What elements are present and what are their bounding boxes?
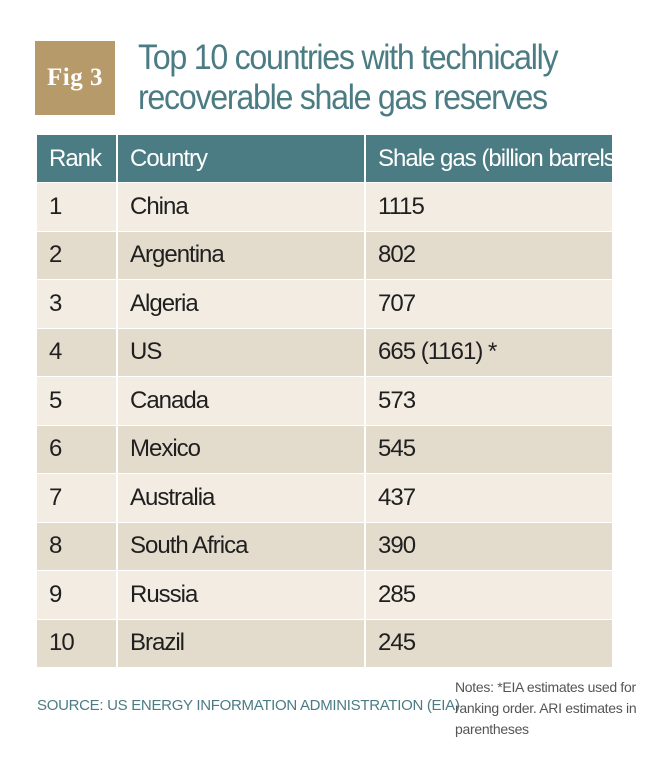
- shale-gas-cell: 802: [364, 230, 612, 280]
- country-cell: South Africa: [116, 521, 365, 571]
- rank-cell: 1: [37, 182, 117, 231]
- title-line-2: recoverable shale gas reserves: [138, 78, 548, 117]
- rank-cell: 2: [37, 230, 117, 280]
- shale-gas-cell: 573: [364, 376, 612, 425]
- table-row: 1 China 1115: [37, 182, 612, 231]
- shale-gas-cell: 1115: [364, 182, 612, 231]
- notes: Notes: *EIA estimates used for ranking o…: [455, 679, 637, 737]
- country-cell: Algeria: [116, 279, 365, 328]
- rank-cell: 8: [37, 521, 117, 571]
- country-cell: Australia: [116, 473, 365, 522]
- shale-gas-table: Rank Country Shale gas (billion barrels)…: [37, 135, 623, 667]
- shale-gas-cell: 437: [364, 473, 612, 522]
- shale-gas-cell: 390: [364, 521, 612, 571]
- shale-gas-cell: 245: [364, 618, 612, 667]
- table-header-row: Rank Country Shale gas (billion barrels): [37, 135, 623, 183]
- table-row: 4 US 665 (1161) *: [37, 327, 612, 377]
- table-row: 2 Argentina 802: [37, 230, 612, 280]
- country-cell: US: [116, 327, 365, 377]
- country-cell: Argentina: [116, 230, 365, 280]
- rank-cell: 7: [37, 473, 117, 522]
- table-row: 3 Algeria 707: [37, 279, 612, 328]
- rank-cell: 6: [37, 424, 117, 474]
- country-cell: Canada: [116, 376, 365, 425]
- rank-cell: 3: [37, 279, 117, 328]
- title-line-1: Top 10 countries with technically: [138, 38, 559, 77]
- shale-gas-cell: 285: [364, 570, 612, 619]
- rank-cell: 4: [37, 327, 117, 377]
- table-row: 8 South Africa 390: [37, 521, 612, 571]
- table-row: 7 Australia 437: [37, 473, 612, 522]
- shale-gas-cell: 707: [364, 279, 612, 328]
- rank-cell: 10: [37, 618, 117, 667]
- shale-gas-cell: 545: [364, 424, 612, 474]
- figure-badge: Fig 3: [35, 41, 115, 115]
- header-shale-gas: Shale gas (billion barrels): [364, 135, 623, 183]
- table-row: 5 Canada 573: [37, 376, 612, 425]
- header-country: Country: [116, 135, 365, 183]
- country-cell: Russia: [116, 570, 365, 619]
- shale-gas-cell: 665 (1161) *: [364, 327, 612, 377]
- rank-cell: 9: [37, 570, 117, 619]
- table-row: 10 Brazil 245: [37, 618, 612, 667]
- rank-cell: 5: [37, 376, 117, 425]
- header-rank: Rank: [37, 135, 117, 183]
- table-body: 1 China 1115 2 Argentina 802 3 Algeria 707 4 US 665…: [37, 182, 612, 667]
- source-note: SOURCE: US ENERGY INFORMATION ADMINISTRA…: [37, 697, 460, 714]
- table-row: 6 Mexico 545: [37, 424, 612, 474]
- chart-title: Top 10 countries with technically recove…: [138, 38, 598, 118]
- country-cell: China: [116, 182, 365, 231]
- table-row: 9 Russia 285: [37, 570, 612, 619]
- country-cell: Brazil: [116, 618, 365, 667]
- country-cell: Mexico: [116, 424, 365, 474]
